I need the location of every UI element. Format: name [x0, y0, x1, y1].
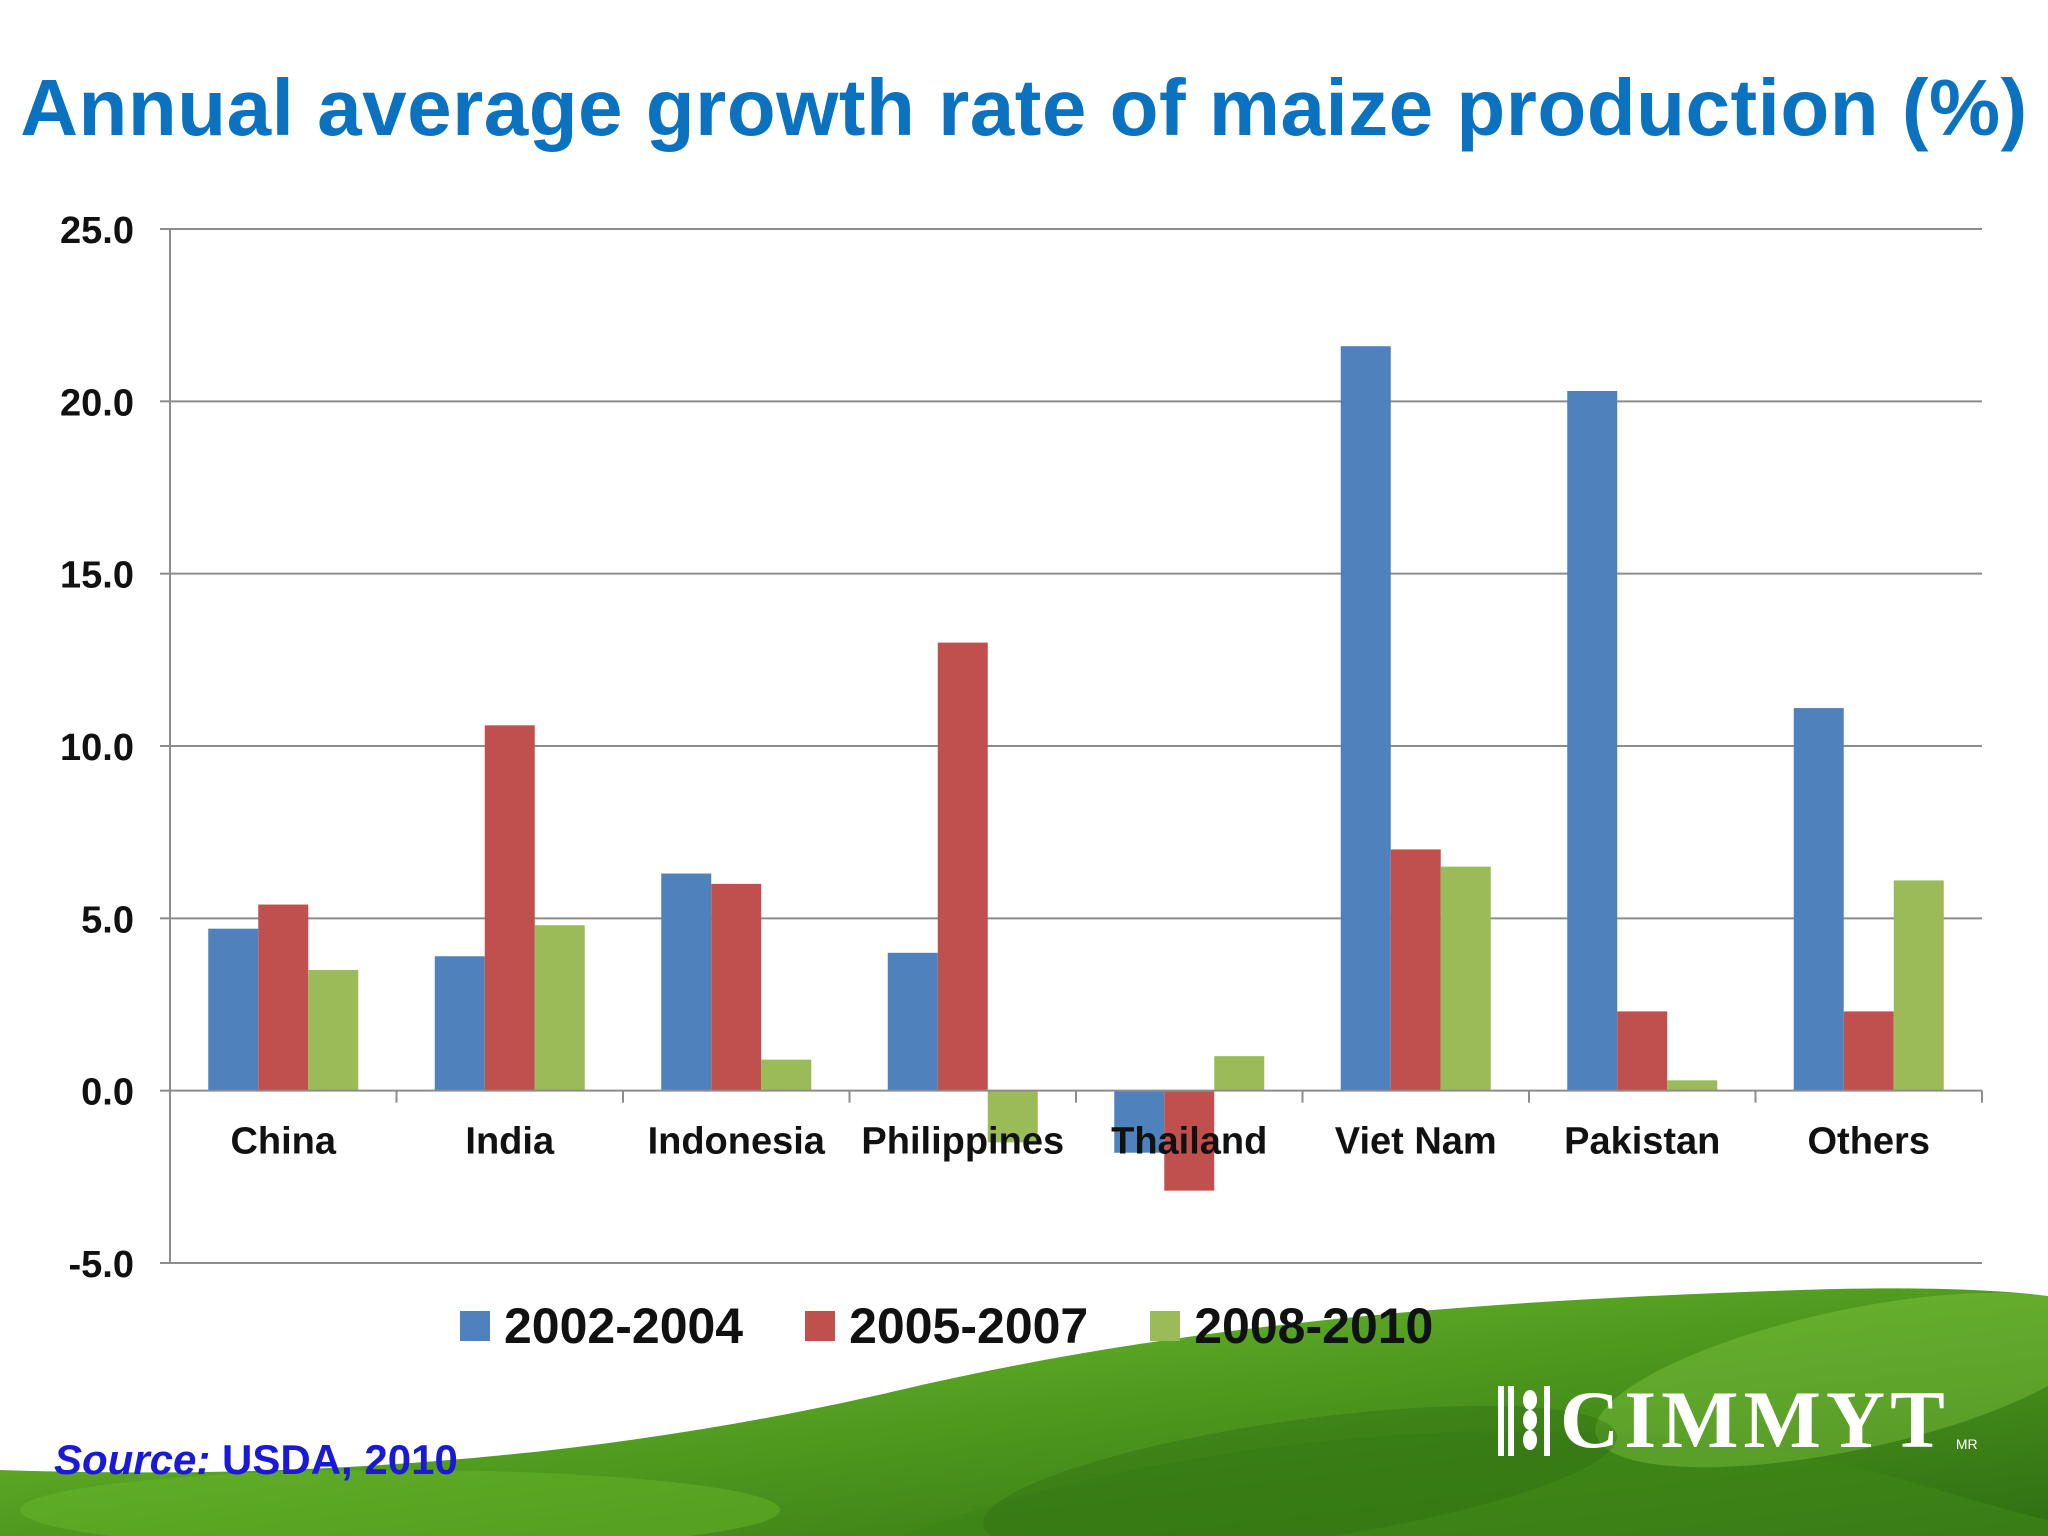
y-tick-label: -5.0 [69, 1244, 134, 1286]
legend: 2002-2004 2005-2007 2008-2010 [460, 1296, 1433, 1356]
tick-labels: 25.0 20.0 15.0 10.0 5.0 0.0 -5.0 China India Indo… [60, 210, 1930, 1286]
wheat-icon [1498, 1386, 1550, 1456]
source-note: Source: USDA, 2010 [54, 1436, 458, 1484]
y-tick-label: 25.0 [60, 210, 134, 252]
bar [1567, 390, 1618, 1091]
cimmyt-logo: CIMMYT MR [1494, 1374, 1978, 1465]
bar [434, 956, 485, 1091]
bar [761, 1059, 812, 1091]
x-category-label: China [230, 1121, 336, 1163]
bar [208, 928, 259, 1091]
bar [1893, 880, 1944, 1091]
legend-item: 2005-2007 [805, 1297, 1088, 1355]
bar [1164, 1090, 1215, 1191]
bars [208, 346, 1944, 1191]
legend-label: 2002-2004 [504, 1298, 744, 1354]
bar [1617, 1011, 1668, 1091]
legend-label: 2005-2007 [849, 1298, 1089, 1354]
legend-item: 2008-2010 [1150, 1297, 1433, 1355]
y-tick-label: 0.0 [81, 1072, 134, 1114]
bar [308, 970, 359, 1091]
bar [937, 642, 988, 1091]
legend-swatch [1150, 1311, 1181, 1341]
bar [258, 904, 309, 1091]
bar [1214, 1056, 1265, 1091]
x-category-label: Others [1808, 1121, 1930, 1163]
source-text: USDA, 2010 [210, 1436, 458, 1483]
bar [534, 925, 585, 1091]
bar [661, 873, 712, 1091]
x-category-label: Thailand [1111, 1121, 1267, 1163]
bar [711, 883, 762, 1091]
page-title: Annual average growth rate of maize prod… [20, 63, 2028, 152]
legend-swatch [460, 1311, 490, 1341]
bar [1793, 708, 1844, 1091]
x-category-label: India [465, 1121, 555, 1163]
x-category-label: Indonesia [648, 1121, 826, 1163]
logo-mark: MR [1955, 1436, 1978, 1452]
gridlines [170, 228, 1982, 1264]
bar [484, 725, 535, 1091]
bar [1114, 1090, 1165, 1153]
bar [1340, 346, 1391, 1091]
logo-text: CIMMYT [1560, 1374, 1950, 1465]
y-tick-label: 5.0 [81, 899, 134, 941]
y-tick-label: 15.0 [60, 555, 134, 597]
x-category-label: Pakistan [1564, 1121, 1720, 1163]
axes [160, 228, 1983, 1264]
x-category-label: Philippines [861, 1121, 1064, 1163]
bar [1667, 1080, 1718, 1091]
x-category-label: Viet Nam [1335, 1121, 1497, 1163]
bar [987, 1090, 1038, 1143]
bar [1390, 849, 1441, 1091]
legend-label: 2008-2010 [1194, 1298, 1434, 1354]
bar [887, 952, 938, 1091]
y-tick-label: 10.0 [60, 727, 134, 769]
bar [1843, 1011, 1894, 1091]
y-tick-label: 20.0 [60, 382, 134, 424]
bar [1440, 866, 1491, 1091]
legend-swatch [805, 1311, 836, 1341]
source-prefix: Source: [54, 1436, 211, 1483]
legend-item: 2002-2004 [460, 1297, 743, 1355]
